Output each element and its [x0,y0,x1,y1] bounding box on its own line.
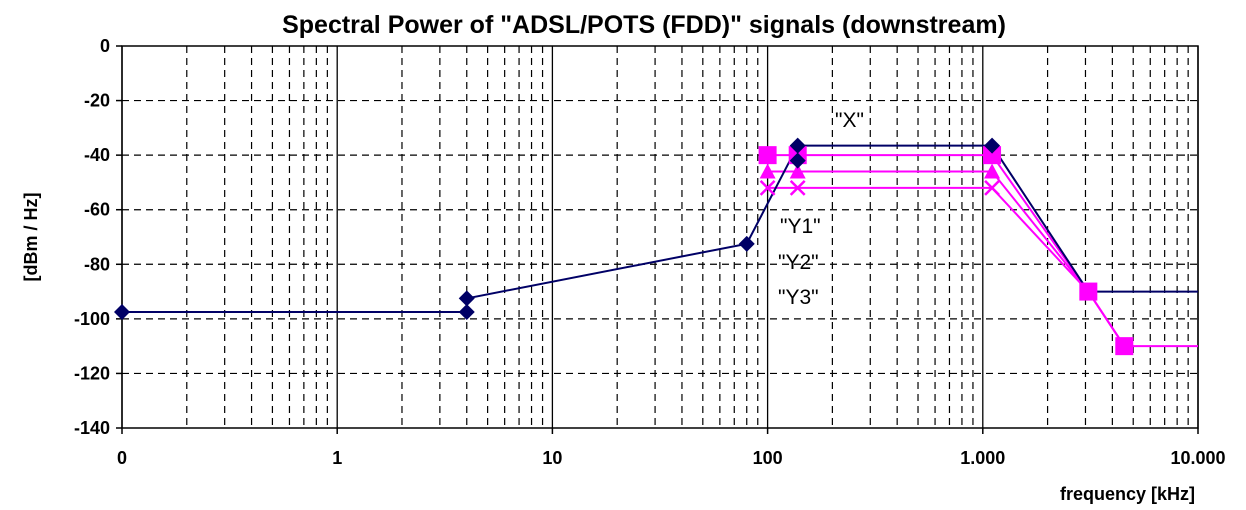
data-point-y2 [789,163,806,179]
y-axis-ticks: 0 -20 -40 -60 -80 -100 -120 -140 [74,36,122,438]
data-point-y3 [984,180,1000,196]
data-point-y3 [789,180,806,196]
data-point-y1 [1079,282,1098,301]
series-line-x [122,144,1198,313]
x-axis-label: frequency [kHz] [1060,484,1195,504]
data-point-x [458,304,475,321]
data-point-y2 [984,163,1001,179]
x-tick-label: 100 [753,448,783,468]
gridlines [121,46,1199,428]
x-marker-stroke [984,180,1000,196]
x-tick-label: 0 [117,448,127,468]
data-point-x [114,304,130,321]
y-tick-label: 0 [100,36,110,56]
y-tick-label: -120 [74,363,110,383]
x-tick-label: 10 [542,448,562,468]
data-point-y1 [1115,337,1134,356]
chart-title: Spectral Power of "ADSL/POTS (FDD)" sign… [282,11,1006,39]
plot-area [121,45,1199,429]
annotation-y3: "Y3" [778,286,819,309]
data-point-x [984,137,1001,154]
data-point-x [789,152,806,169]
annotation-y1: "Y1" [780,215,821,238]
data-point-y1 [983,146,1002,165]
data-point-y1 [758,146,777,165]
annotation-x: "X" [835,109,864,132]
x-marker-stroke [789,180,806,196]
series-layer [122,144,1198,348]
x-tick-label: 10.000 [1170,448,1225,468]
y-tick-label: -100 [74,309,110,329]
series-line-y2 [767,170,1126,347]
x-axis-ticks: 0 1 10 100 1.000 10.000 [117,428,1226,468]
y-tick-label: -60 [84,200,110,220]
y-tick-label: -20 [84,91,110,111]
data-point-y3 [759,180,776,196]
data-point-y2 [759,163,776,179]
y-tick-label: -40 [84,145,110,165]
y-tick-label: -140 [74,418,110,438]
y-tick-label: -80 [84,254,110,274]
y-axis-label: [dBm / Hz] [21,193,41,282]
x-tick-label: 1 [332,448,342,468]
x-tick-label: 1.000 [960,448,1005,468]
data-point-x [789,137,806,154]
annotation-y2: "Y2" [778,251,819,274]
x-marker-stroke [759,180,776,196]
data-point-x [458,290,475,307]
data-point-x [738,235,755,252]
marker-layer [114,137,1134,356]
